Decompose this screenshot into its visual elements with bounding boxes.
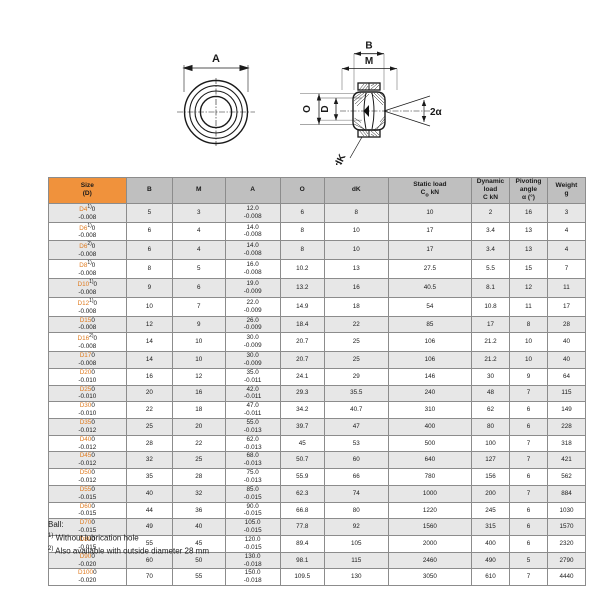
- svg-text:D: D: [320, 105, 331, 112]
- svg-text:2α: 2α: [430, 107, 443, 118]
- svg-text:A: A: [212, 53, 220, 65]
- svg-text:B: B: [365, 41, 372, 52]
- svg-text:O: O: [302, 105, 313, 113]
- svg-text:M: M: [365, 56, 373, 67]
- svg-text:dK: dK: [333, 152, 349, 165]
